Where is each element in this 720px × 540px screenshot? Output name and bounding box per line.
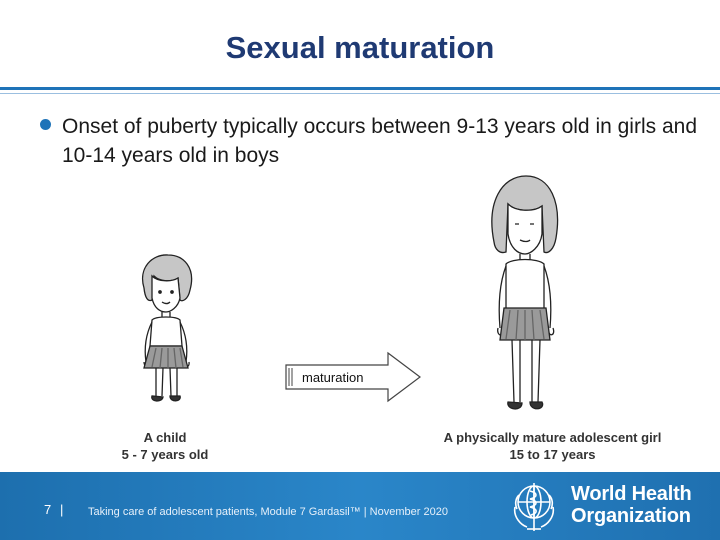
footer-text: Taking care of adolescent patients, Modu…: [88, 506, 448, 518]
child-caption-line2: 5 - 7 years old: [121, 447, 209, 462]
title-divider-thin: [0, 93, 720, 94]
teen-caption-line1: A physically mature adolescent girl: [443, 430, 662, 445]
bullet-dot-icon: [40, 119, 51, 130]
teen-caption-line2: 15 to 17 years: [509, 447, 596, 462]
title-divider: [0, 87, 720, 90]
page-number: 7: [44, 502, 52, 517]
who-name-line1: World Health: [571, 483, 692, 505]
teen-caption: A physically mature adolescent girl 15 t…: [420, 429, 685, 463]
right-arrow-icon: [285, 351, 421, 403]
bullet-text: Onset of puberty typically occurs betwee…: [62, 115, 697, 167]
adolescent-girl-illustration: [491, 175, 559, 410]
child-caption-line1: A child: [143, 430, 187, 445]
footer-bar: [0, 472, 720, 540]
slide-title: Sexual maturation: [225, 30, 495, 65]
child-girl-illustration: [142, 254, 193, 402]
footer-separator: |: [60, 502, 64, 517]
who-emblem-icon: [513, 483, 555, 531]
who-name-line2: Organization: [571, 505, 691, 527]
child-caption: A child 5 - 7 years old: [95, 429, 235, 463]
who-name: World Health Organization: [571, 483, 692, 527]
arrow-label: maturation: [302, 370, 364, 385]
bullet-item: Onset of puberty typically occurs betwee…: [40, 112, 700, 170]
